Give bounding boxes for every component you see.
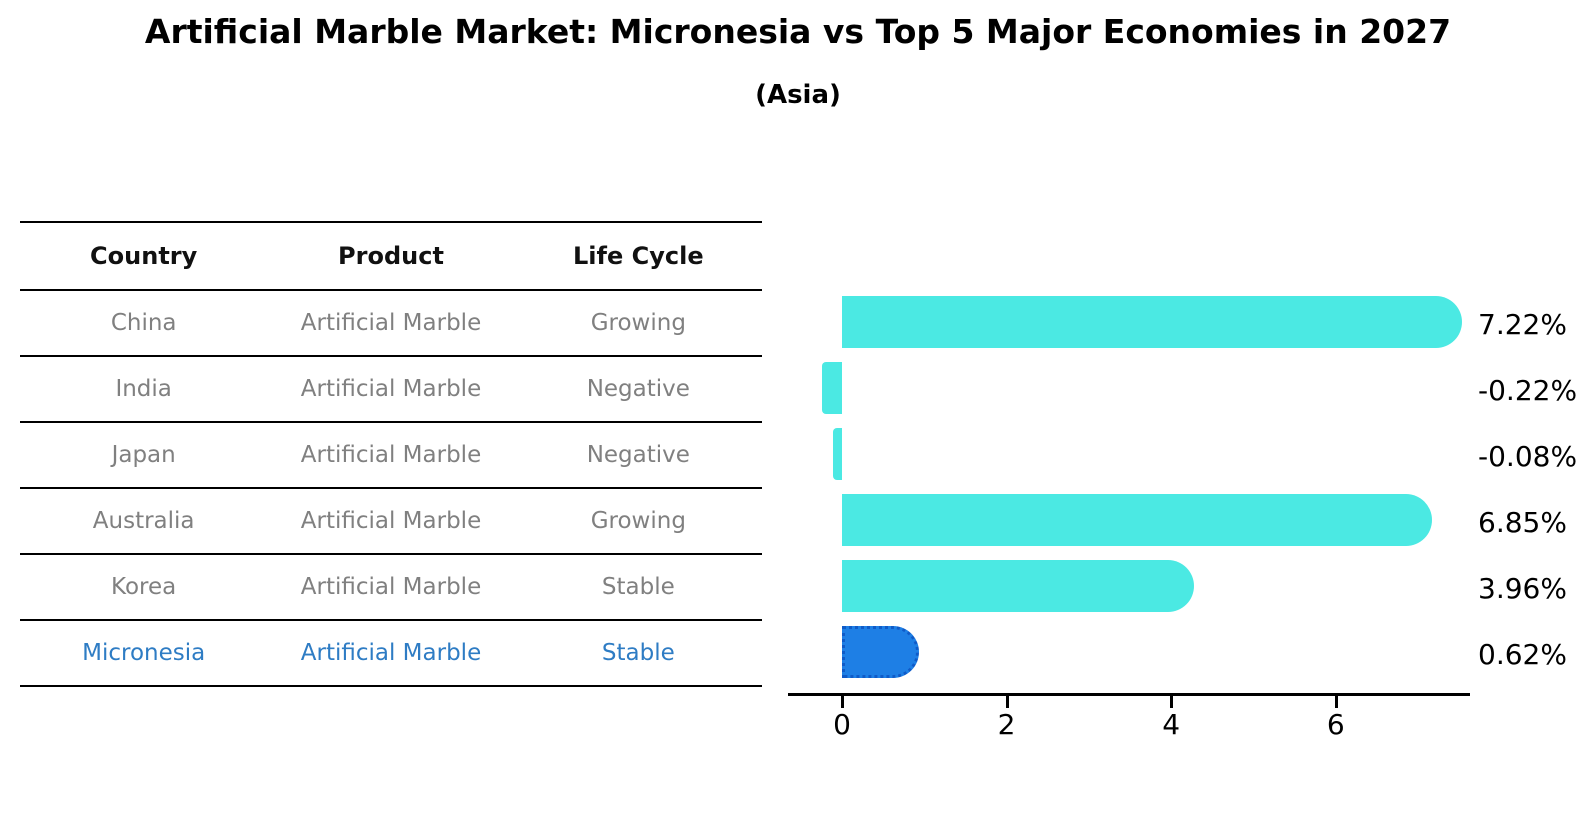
value-label-china: 7.22% (1478, 308, 1567, 341)
chart-subtitle: (Asia) (755, 80, 841, 110)
column-header-life-cycle: Life Cycle (573, 242, 704, 270)
table-row: Australia Artificial Marble Growing (20, 489, 762, 555)
x-axis-line (788, 693, 1470, 696)
country-table: Country Product Life Cycle China Artifici… (20, 221, 762, 687)
table-body: China Artificial Marble Growing India Artifi… (20, 291, 762, 687)
product-cell: Artificial Marble (300, 574, 482, 600)
life-cycle-cell: Negative (586, 442, 690, 468)
bar-china (842, 296, 1463, 348)
country-cell: India (115, 376, 172, 402)
x-tick-label: 6 (1326, 708, 1345, 741)
product-cell: Artificial Marble (300, 508, 482, 534)
country-cell: Japan (111, 442, 176, 468)
table-row: Micronesia Artificial Marble Stable (20, 621, 762, 687)
x-tick-mark (1170, 696, 1174, 708)
table-row: Korea Artificial Marble Stable (20, 555, 762, 621)
table-row: Japan Artificial Marble Negative (20, 423, 762, 489)
table-row: India Artificial Marble Negative (20, 357, 762, 423)
bar-japan (833, 428, 842, 480)
table-header-row: Country Product Life Cycle (20, 223, 762, 291)
life-cycle-cell: Growing (590, 310, 686, 336)
country-cell: Micronesia (82, 640, 206, 666)
country-cell: Korea (111, 574, 177, 600)
x-tick-label: 2 (997, 708, 1016, 741)
value-label-australia: 6.85% (1478, 506, 1567, 539)
value-label-japan: -0.08% (1478, 440, 1578, 473)
x-tick-mark (1005, 696, 1009, 708)
life-cycle-cell: Growing (590, 508, 686, 534)
bar-micronesia (842, 626, 920, 678)
product-cell: Artificial Marble (300, 640, 482, 666)
country-cell: China (110, 310, 177, 336)
x-tick-mark (841, 696, 844, 708)
bar-india (821, 362, 842, 414)
chart-title: Artificial Marble Market: Micronesia vs … (144, 12, 1452, 51)
bar-australia (842, 494, 1432, 546)
product-cell: Artificial Marble (300, 310, 482, 336)
life-cycle-cell: Negative (586, 376, 690, 402)
product-cell: Artificial Marble (300, 442, 482, 468)
x-tick-label: 4 (1162, 708, 1181, 741)
life-cycle-cell: Stable (601, 574, 675, 600)
country-cell: Australia (92, 508, 195, 534)
x-tick-label: 0 (833, 708, 851, 741)
x-tick-mark (1334, 696, 1338, 708)
column-header-country: Country (90, 242, 198, 270)
value-label-micronesia: 0.62% (1478, 638, 1567, 671)
bar-korea (842, 560, 1194, 612)
value-label-india: -0.22% (1478, 374, 1578, 407)
table-row: China Artificial Marble Growing (20, 291, 762, 357)
life-cycle-cell: Stable (601, 640, 675, 666)
column-header-product: Product (338, 242, 444, 270)
product-cell: Artificial Marble (300, 376, 482, 402)
value-label-korea: 3.96% (1478, 572, 1567, 605)
